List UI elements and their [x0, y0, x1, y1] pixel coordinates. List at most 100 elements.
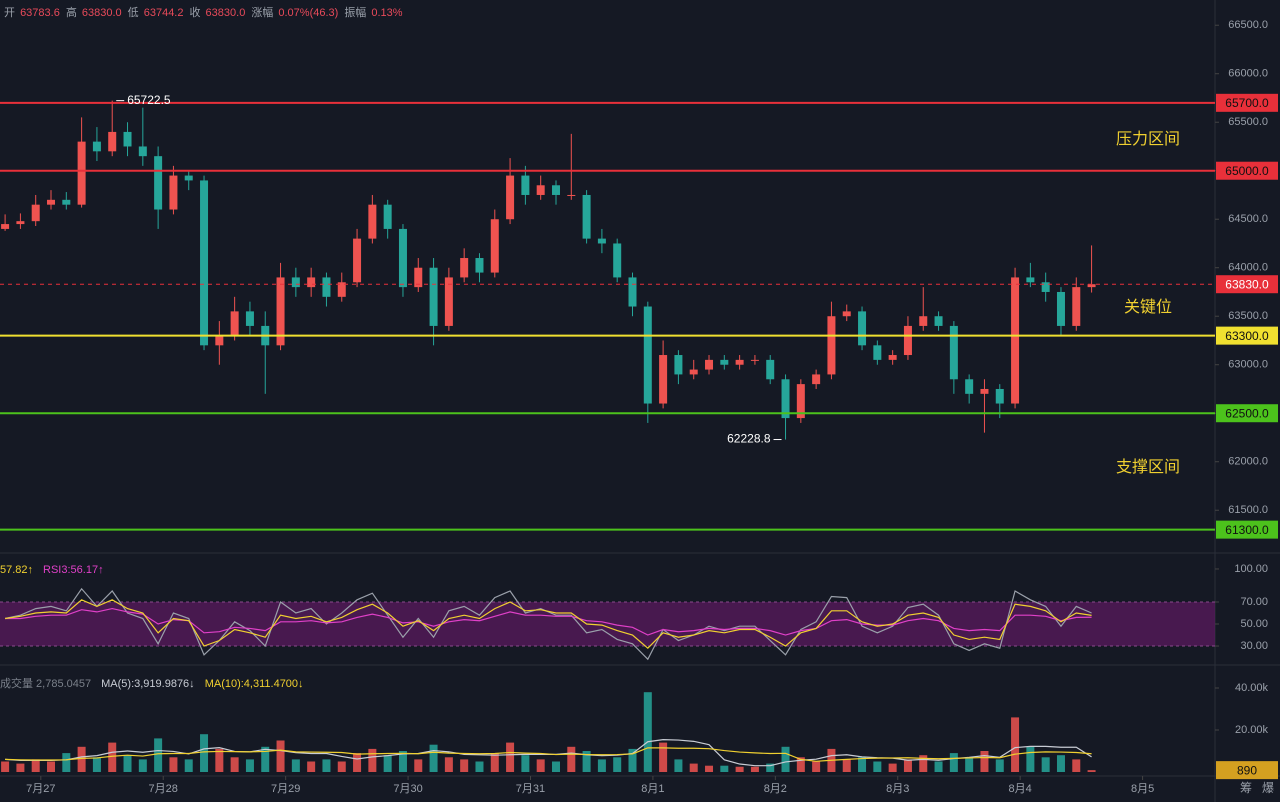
- volume-bar: [812, 761, 821, 772]
- volume-bar: [643, 692, 652, 772]
- candle-body: [62, 199, 71, 205]
- volume-bar: [460, 759, 469, 772]
- candle-body: [796, 384, 805, 419]
- x-tick-label: 8月5: [1131, 783, 1154, 795]
- volume-bar: [138, 759, 147, 772]
- volume-bar: [705, 765, 714, 772]
- level-tag: [1216, 161, 1278, 180]
- hdr-value: 63783.6: [20, 7, 60, 19]
- candle-body: [903, 325, 912, 356]
- volume-bar: [337, 761, 346, 772]
- y-tick-label: 30.00: [1240, 640, 1268, 652]
- hdr-label: 开: [4, 7, 15, 19]
- candle-body: [551, 185, 560, 195]
- candle-body: [276, 277, 285, 346]
- candle-body: [77, 141, 86, 205]
- candle-body: [460, 258, 469, 278]
- volume-bar: [781, 746, 790, 772]
- corner-button[interactable]: 筹: [1240, 781, 1252, 795]
- volume-bar: [31, 759, 40, 772]
- candle-body: [827, 316, 836, 375]
- y-tick-label: 62000.0: [1228, 456, 1268, 468]
- candle-body: [398, 228, 407, 288]
- volume-bar: [1026, 746, 1035, 772]
- volume-bar: [200, 734, 209, 772]
- candle-body: [230, 311, 239, 336]
- candle-body: [812, 374, 821, 385]
- volume-bar: [1011, 717, 1020, 772]
- candle-body: [536, 185, 545, 195]
- volume-bar: [903, 759, 912, 772]
- level-tag-label: 63300.0: [1225, 329, 1269, 343]
- candle-body: [1087, 284, 1096, 288]
- volume-bar: [949, 753, 958, 772]
- hdr-value: 63830.0: [205, 7, 246, 19]
- low-note: 62228.8: [727, 432, 771, 446]
- volume-bar: [842, 759, 851, 772]
- zone-label: 关键位: [1124, 298, 1172, 316]
- y-tick-label: 63000.0: [1228, 359, 1268, 371]
- volume-bar: [291, 759, 300, 772]
- level-tag: [1216, 93, 1278, 112]
- volume-bar: [92, 757, 101, 772]
- volume-bar: [108, 742, 117, 772]
- candle-body: [720, 359, 729, 365]
- hdr-label: 高: [65, 7, 77, 19]
- volume-bar: [215, 748, 224, 772]
- candle-body: [123, 131, 132, 147]
- x-tick-label: 7月30: [393, 783, 422, 795]
- y-tick-label: 66000.0: [1228, 68, 1268, 80]
- corner-button[interactable]: 爆: [1262, 781, 1274, 795]
- volume-bar: [720, 765, 729, 772]
- candle-body: [781, 379, 790, 419]
- volume-legend: 成交量 2,785.0457: [0, 676, 91, 690]
- level-tag: [1216, 520, 1278, 539]
- x-tick-label: 7月28: [149, 783, 178, 795]
- y-tick-label: 50.00: [1240, 618, 1268, 630]
- volume-bar: [398, 750, 407, 772]
- y-tick-label: 64000.0: [1228, 262, 1268, 274]
- volume-bar: [245, 759, 254, 772]
- candle-body: [689, 369, 698, 375]
- candle-body: [368, 204, 377, 239]
- volume-bar: [414, 759, 423, 772]
- x-tick-label: 8月3: [886, 783, 909, 795]
- candle-body: [1, 224, 10, 229]
- volume-bar: [475, 761, 484, 772]
- candle-body: [108, 131, 117, 152]
- level-tag: [1216, 404, 1278, 423]
- candle-body: [291, 277, 300, 288]
- candle-body: [613, 243, 622, 278]
- candle-body: [659, 355, 668, 404]
- candle-body: [16, 221, 25, 225]
- candle-body: [353, 238, 362, 283]
- volume-bar: [1087, 770, 1096, 772]
- volume-legend: MA(5):3,919.9876↓: [101, 678, 195, 690]
- volume-bar: [307, 761, 316, 772]
- y-tick-label: 63500.0: [1228, 310, 1268, 322]
- candle-body: [858, 311, 867, 346]
- hdr-label: 振幅: [344, 7, 367, 19]
- volume-bar: [689, 763, 698, 772]
- volume-bar: [597, 759, 606, 772]
- hdr-value: 63830.0: [81, 7, 122, 19]
- volume-bar: [154, 738, 163, 772]
- level-tag-label: 65000.0: [1225, 164, 1269, 178]
- candle-body: [597, 238, 606, 244]
- x-tick-label: 8月1: [641, 783, 664, 795]
- y-tick-label: 66500.0: [1228, 19, 1268, 31]
- candle-body: [888, 355, 897, 360]
- volume-ma-line: [5, 747, 1092, 762]
- candle-body: [643, 306, 652, 404]
- candle-body: [307, 277, 316, 288]
- volume-bar: [47, 761, 56, 772]
- volume-bar: [1072, 759, 1081, 772]
- candle-body: [337, 282, 346, 297]
- candle-body: [414, 267, 423, 288]
- candle-body: [705, 359, 714, 370]
- volume-bar: [659, 742, 668, 772]
- volume-bar: [613, 757, 622, 772]
- candle-body: [750, 359, 759, 361]
- candle-body: [628, 277, 637, 307]
- volume-bar: [582, 750, 591, 772]
